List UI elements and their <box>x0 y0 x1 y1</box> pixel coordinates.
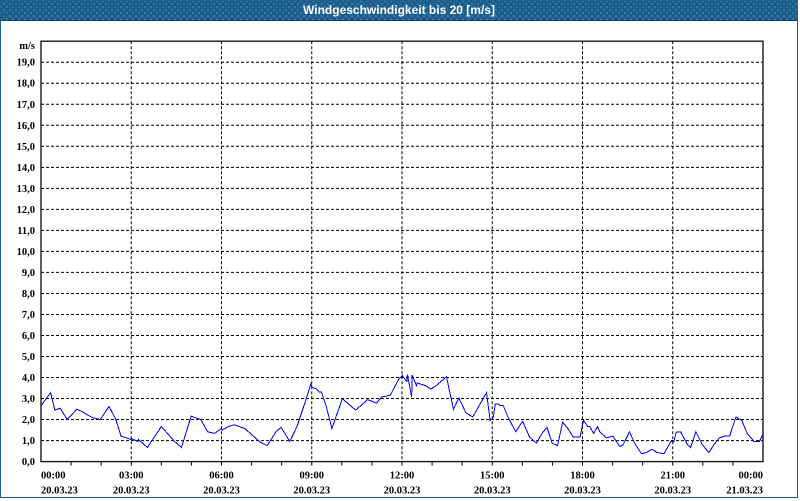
svg-text:19,0: 19,0 <box>17 58 35 69</box>
svg-text:20.03.23: 20.03.23 <box>564 486 601 497</box>
svg-text:3,0: 3,0 <box>22 394 35 405</box>
svg-text:9,0: 9,0 <box>22 268 35 279</box>
svg-text:09:00: 09:00 <box>300 471 325 482</box>
svg-text:17,0: 17,0 <box>17 100 35 111</box>
svg-text:16,0: 16,0 <box>17 121 35 132</box>
svg-text:21.03.23: 21.03.23 <box>726 486 763 497</box>
svg-text:0,0: 0,0 <box>22 457 35 468</box>
svg-text:15,0: 15,0 <box>17 142 35 153</box>
svg-text:20.03.23: 20.03.23 <box>654 486 691 497</box>
svg-text:20.03.23: 20.03.23 <box>113 486 150 497</box>
svg-text:6,0: 6,0 <box>22 331 35 342</box>
svg-text:18,0: 18,0 <box>17 79 35 90</box>
svg-text:13,0: 13,0 <box>17 184 35 195</box>
svg-text:03:00: 03:00 <box>119 471 144 482</box>
svg-text:11,0: 11,0 <box>17 226 35 237</box>
svg-text:18:00: 18:00 <box>570 471 595 482</box>
svg-text:00:00: 00:00 <box>41 471 66 482</box>
svg-text:20.03.23: 20.03.23 <box>293 486 330 497</box>
svg-text:1,0: 1,0 <box>22 436 35 447</box>
svg-text:10,0: 10,0 <box>17 247 35 258</box>
svg-text:06:00: 06:00 <box>209 471 234 482</box>
svg-text:21:00: 21:00 <box>661 471 686 482</box>
svg-text:14,0: 14,0 <box>17 163 35 174</box>
svg-text:00:00: 00:00 <box>739 471 764 482</box>
svg-text:15:00: 15:00 <box>480 471 505 482</box>
svg-text:12:00: 12:00 <box>390 471 415 482</box>
svg-text:m/s: m/s <box>19 41 35 52</box>
svg-text:20.03.23: 20.03.23 <box>41 486 78 497</box>
svg-text:20.03.23: 20.03.23 <box>384 486 421 497</box>
svg-text:4,0: 4,0 <box>22 373 35 384</box>
svg-text:7,0: 7,0 <box>22 310 35 321</box>
svg-text:12,0: 12,0 <box>17 205 35 216</box>
svg-text:2,0: 2,0 <box>22 415 35 426</box>
svg-text:20.03.23: 20.03.23 <box>203 486 240 497</box>
svg-text:20.03.23: 20.03.23 <box>474 486 511 497</box>
svg-text:8,0: 8,0 <box>22 289 35 300</box>
svg-text:5,0: 5,0 <box>22 352 35 363</box>
